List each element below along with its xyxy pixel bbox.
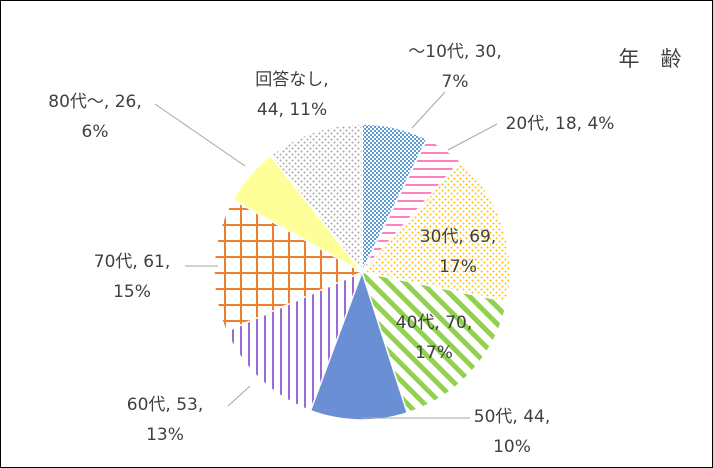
data-label: 17% [439,257,477,277]
pie-slice [225,270,364,412]
data-label: 40代, 70, [396,313,472,333]
leader-line [447,123,498,151]
data-label: 70代, 61, [94,252,170,272]
leader-line [227,385,251,407]
data-label: 44, 11% [257,100,327,120]
data-label: 7% [442,72,469,92]
data-label: 10% [493,437,531,457]
data-label: 13% [146,425,184,445]
chart-title: 年 齢 [619,47,682,71]
data-label: 60代, 53, [127,395,203,415]
data-label: 50代, 44, [474,407,550,427]
data-label: ～10代, 30, [408,42,501,62]
pie-slice [360,160,511,303]
pie-slice [309,269,409,421]
pie-slice [213,198,364,333]
data-label: 6% [82,122,109,142]
data-label: 80代～, 26, [48,92,141,112]
data-label: 20代, 18, 4% [506,114,615,134]
data-label: 回答なし, [255,70,328,90]
data-label: 17% [415,343,453,363]
leader-line [411,91,446,129]
pie-slice [269,123,363,275]
data-label: 30代, 69, [420,227,496,247]
data-label: 15% [113,282,151,302]
pie-slice [360,271,508,414]
leader-line [154,103,246,167]
